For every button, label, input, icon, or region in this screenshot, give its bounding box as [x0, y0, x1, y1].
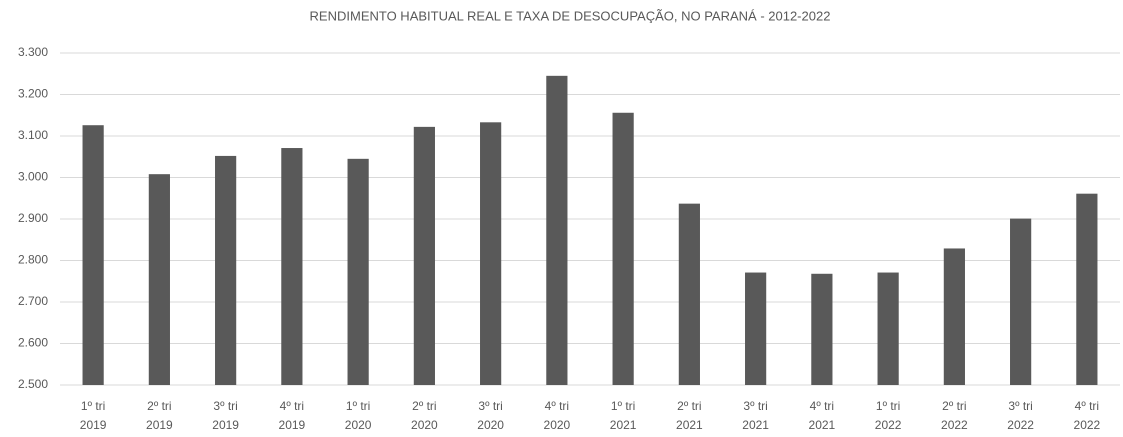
x-tick-label-line: 2020 — [345, 418, 372, 432]
x-tick-label-line: 2019 — [279, 418, 306, 432]
x-tick-label-line: 3º tri — [478, 399, 502, 413]
x-tick-label-line: 2019 — [212, 418, 239, 432]
y-tick-label: 2.800 — [18, 253, 48, 267]
bar — [1076, 193, 1098, 385]
x-tick-label-line: 1º tri — [346, 399, 370, 413]
x-tick-label-line: 2022 — [1074, 418, 1101, 432]
x-tick-label-line: 2022 — [941, 418, 968, 432]
y-tick-label: 3.000 — [18, 170, 48, 184]
x-tick-label: 2º tri 2020 — [411, 399, 438, 432]
x-tick-label-line: 2019 — [80, 418, 107, 432]
x-tick-label-line: 2º tri — [147, 399, 171, 413]
y-tick-label: 2.700 — [18, 294, 48, 308]
x-tick-label-line: 2021 — [676, 418, 703, 432]
x-tick-label-line: 4º tri — [545, 399, 569, 413]
x-tick-label-line: 2021 — [610, 418, 637, 432]
x-tick-label: 4º tri 2022 — [1074, 399, 1101, 432]
y-tick-label: 2.500 — [18, 377, 48, 391]
bar — [811, 273, 833, 385]
bar — [413, 126, 435, 386]
bar — [745, 272, 767, 385]
x-tick-label-line: 3º tri — [1008, 399, 1032, 413]
x-tick-label-line: 2022 — [875, 418, 902, 432]
bar — [612, 112, 634, 385]
bar — [347, 158, 369, 385]
x-tick-label-line: 1º tri — [876, 399, 900, 413]
x-tick-label-line: 2º tri — [942, 399, 966, 413]
x-tick-label: 3º tri 2021 — [742, 399, 769, 432]
x-tick-label: 4º tri 2021 — [809, 399, 836, 432]
x-tick-label-line: 2022 — [1007, 418, 1034, 432]
x-tick-label: 2º tri 2019 — [146, 399, 173, 432]
x-tick-label-line: 1º tri — [81, 399, 105, 413]
x-tick-label-line: 4º tri — [810, 399, 834, 413]
x-tick-label-line: 4º tri — [1075, 399, 1099, 413]
y-tick-label: 2.600 — [18, 336, 48, 350]
x-tick-label-line: 2º tri — [412, 399, 436, 413]
chart-title: RENDIMENTO HABITUAL REAL E TAXA DE DESOC… — [310, 8, 831, 23]
y-tick-label: 3.200 — [18, 87, 48, 101]
x-tick-label-line: 3º tri — [213, 399, 237, 413]
x-tick-label: 3º tri 2020 — [477, 399, 504, 432]
x-tick-label: 1º tri 2019 — [80, 399, 107, 432]
x-tick-label: 2º tri 2021 — [676, 399, 703, 432]
x-tick-label-line: 2019 — [146, 418, 173, 432]
x-tick-label: 1º tri 2020 — [345, 399, 372, 432]
x-tick-label-line: 2020 — [544, 418, 571, 432]
bar — [148, 174, 170, 385]
bar — [281, 148, 303, 385]
bar — [480, 122, 502, 386]
x-tick-label: 4º tri 2020 — [544, 399, 571, 432]
x-tick-label-line: 3º tri — [743, 399, 767, 413]
bar — [877, 272, 899, 385]
bar — [215, 155, 237, 385]
x-tick-label: 1º tri 2021 — [610, 399, 637, 432]
bar — [82, 125, 104, 386]
bar — [546, 75, 568, 385]
x-tick-label-line: 2021 — [742, 418, 769, 432]
x-tick-label-line: 2021 — [809, 418, 836, 432]
bar — [1010, 218, 1032, 385]
bar — [678, 203, 700, 385]
x-tick-label: 4º tri 2019 — [279, 399, 306, 432]
bar — [943, 248, 965, 385]
y-tick-label: 3.300 — [18, 45, 48, 59]
x-tick-label-line: 2º tri — [677, 399, 701, 413]
x-tick-label-line: 2020 — [477, 418, 504, 432]
x-tick-label-line: 2020 — [411, 418, 438, 432]
y-tick-label: 3.100 — [18, 128, 48, 142]
x-tick-label: 3º tri 2022 — [1007, 399, 1034, 432]
x-tick-label: 2º tri 2022 — [941, 399, 968, 432]
x-tick-label-line: 1º tri — [611, 399, 635, 413]
x-tick-label: 1º tri 2022 — [875, 399, 902, 432]
x-tick-label: 3º tri 2019 — [212, 399, 239, 432]
y-tick-label: 2.900 — [18, 211, 48, 225]
x-tick-label-line: 4º tri — [280, 399, 304, 413]
